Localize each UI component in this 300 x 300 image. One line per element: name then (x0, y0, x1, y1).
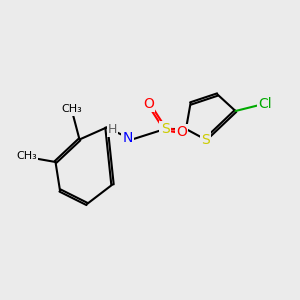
Text: CH₃: CH₃ (61, 104, 82, 115)
Text: N: N (122, 131, 133, 145)
Text: O: O (143, 97, 154, 110)
Text: CH₃: CH₃ (16, 151, 38, 161)
Text: H: H (108, 122, 117, 136)
Text: Cl: Cl (259, 97, 272, 110)
Text: S: S (160, 122, 169, 136)
Text: O: O (176, 125, 187, 139)
Text: S: S (201, 133, 210, 146)
